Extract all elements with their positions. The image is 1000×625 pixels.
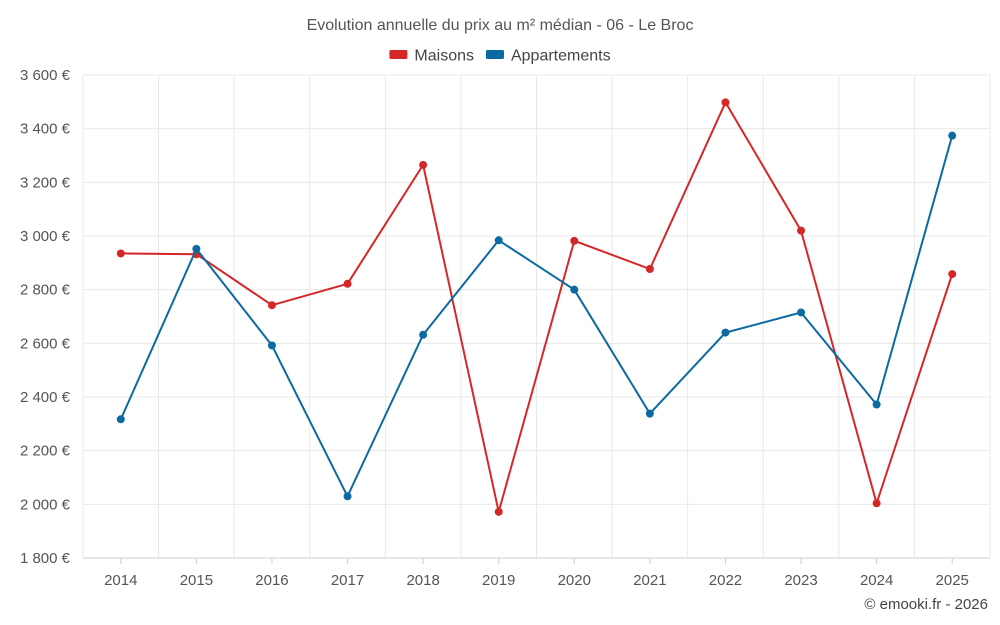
legend-item-appartements[interactable]: Appartements	[485, 48, 611, 65]
y-tick-label: 2 400 €	[20, 389, 71, 406]
y-axis: 1 800 € 2 000 € 2 200 € 2 400 € 2 600 € 2 800…	[20, 67, 71, 567]
legend-swatch	[389, 50, 408, 59]
data-point-appartements[interactable]	[948, 131, 957, 140]
y-tick-label: 3 200 €	[20, 174, 71, 191]
data-point-maisons[interactable]	[721, 98, 730, 107]
x-tick-label: 2025	[936, 572, 969, 589]
y-tick-label: 2 200 €	[20, 443, 71, 460]
x-tick-label: 2014	[104, 572, 137, 589]
x-tick-label: 2019	[482, 572, 515, 589]
data-point-appartements[interactable]	[343, 492, 352, 501]
legend[interactable]: Maisons Appartements	[389, 48, 611, 65]
data-point-appartements[interactable]	[192, 244, 201, 253]
credit-text: © emooki.fr - 2026	[864, 596, 988, 613]
data-point-maisons[interactable]	[116, 249, 125, 258]
series-line-appartements[interactable]	[119, 135, 954, 498]
y-tick-label: 1 800 €	[20, 550, 71, 567]
data-point-maisons[interactable]	[419, 160, 428, 169]
data-point-appartements[interactable]	[570, 285, 579, 294]
x-tick-label: 2018	[406, 572, 439, 589]
data-point-appartements[interactable]	[797, 308, 806, 317]
x-axis: 2014 2015 2016 2017 2018 2019 2020 2021 2022 2023…	[83, 557, 990, 589]
x-tick-label: 2015	[180, 572, 213, 589]
series-line-maisons[interactable]	[120, 101, 954, 513]
data-point-maisons[interactable]	[570, 236, 579, 245]
legend-label: Maisons	[414, 48, 474, 65]
data-point-maisons[interactable]	[343, 279, 352, 288]
x-tick-label: 2017	[331, 572, 364, 589]
series-group	[116, 98, 957, 516]
y-tick-label: 3 400 €	[20, 121, 71, 138]
legend-label: Appartements	[511, 48, 611, 65]
x-tick-label: 2024	[860, 572, 893, 589]
y-tick-label: 2 800 €	[20, 282, 71, 299]
data-point-maisons[interactable]	[645, 265, 654, 274]
legend-swatch	[485, 50, 504, 59]
x-tick-label: 2021	[633, 572, 666, 589]
data-point-appartements[interactable]	[721, 328, 730, 337]
data-point-appartements[interactable]	[116, 415, 125, 424]
data-point-maisons[interactable]	[267, 301, 276, 310]
data-point-appartements[interactable]	[645, 409, 654, 418]
legend-item-maisons[interactable]: Maisons	[389, 48, 474, 65]
data-point-appartements[interactable]	[267, 341, 276, 350]
x-tick-label: 2016	[255, 572, 288, 589]
data-point-appartements[interactable]	[872, 400, 881, 409]
chart-title: Evolution annuelle du prix au m² médian …	[307, 17, 694, 34]
x-tick-label: 2023	[784, 572, 817, 589]
data-point-appartements[interactable]	[419, 330, 428, 339]
grid-lines	[82, 74, 991, 558]
data-point-maisons[interactable]	[797, 226, 806, 235]
y-tick-label: 2 000 €	[20, 496, 71, 513]
data-point-maisons[interactable]	[948, 270, 957, 279]
x-tick-label: 2020	[558, 572, 591, 589]
y-tick-label: 3 000 €	[20, 228, 71, 245]
data-point-appartements[interactable]	[494, 236, 503, 245]
x-tick-label: 2022	[709, 572, 742, 589]
y-tick-label: 3 600 €	[20, 67, 71, 84]
y-tick-label: 2 600 €	[20, 335, 71, 352]
data-point-maisons[interactable]	[494, 507, 503, 516]
data-point-maisons[interactable]	[872, 499, 881, 508]
